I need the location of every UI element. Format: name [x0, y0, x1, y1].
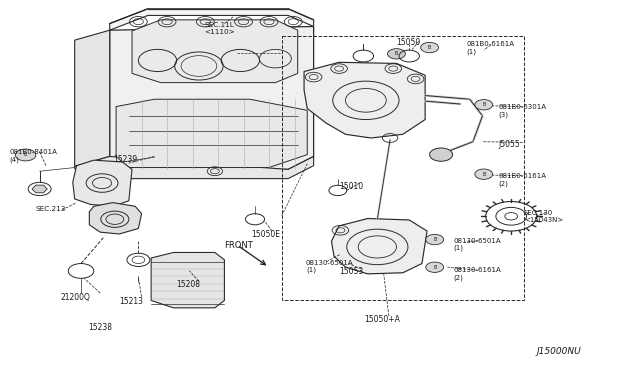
Polygon shape [75, 30, 109, 166]
Polygon shape [132, 20, 298, 83]
Text: 081B0-6301A
(3): 081B0-6301A (3) [499, 104, 547, 118]
Text: 08130-6501A
(1): 08130-6501A (1) [306, 260, 354, 273]
Text: 15238: 15238 [88, 323, 112, 331]
Text: 21200Q: 21200Q [61, 293, 90, 302]
Text: 15208: 15208 [177, 280, 200, 289]
Text: J5055: J5055 [499, 140, 520, 149]
Text: B: B [24, 153, 28, 157]
Text: SEC.213: SEC.213 [35, 206, 65, 212]
Text: 15010: 15010 [339, 182, 364, 191]
Circle shape [475, 169, 493, 179]
Polygon shape [90, 203, 141, 234]
Text: B: B [482, 172, 486, 177]
Text: 08130-6161A
(2): 08130-6161A (2) [454, 267, 502, 281]
Text: B: B [428, 45, 431, 50]
Text: 08130-6501A
(1): 08130-6501A (1) [454, 238, 502, 251]
Text: 081B0-6161A
(2): 081B0-6161A (2) [499, 173, 547, 187]
Text: B: B [395, 51, 398, 56]
Polygon shape [116, 99, 307, 167]
Polygon shape [109, 26, 314, 169]
Polygon shape [75, 157, 314, 179]
Polygon shape [332, 218, 427, 274]
Text: 15053: 15053 [339, 267, 364, 276]
Text: 15050: 15050 [396, 38, 420, 47]
Circle shape [429, 148, 452, 161]
Text: 15050+A: 15050+A [365, 315, 401, 324]
Text: B: B [433, 237, 436, 242]
Polygon shape [32, 185, 47, 193]
Text: B: B [433, 265, 436, 270]
Text: B: B [482, 102, 486, 107]
Circle shape [15, 149, 36, 161]
Text: 15239: 15239 [113, 155, 137, 164]
Polygon shape [73, 160, 132, 206]
Polygon shape [151, 253, 225, 308]
Text: 081B0-8401A
(4): 081B0-8401A (4) [9, 149, 57, 163]
Circle shape [420, 42, 438, 53]
Text: SEC.130
<15043N>: SEC.130 <15043N> [524, 210, 563, 223]
Text: FRONT: FRONT [225, 241, 253, 250]
Polygon shape [304, 62, 425, 138]
Text: 15213: 15213 [119, 297, 143, 306]
Circle shape [426, 234, 444, 245]
Text: SEC.11L
<1110>: SEC.11L <1110> [204, 22, 235, 35]
Polygon shape [109, 9, 314, 30]
Text: J15000NU: J15000NU [537, 347, 581, 356]
Circle shape [388, 49, 405, 59]
Circle shape [475, 100, 493, 110]
Circle shape [426, 262, 444, 272]
Text: 15050E: 15050E [251, 230, 280, 239]
Text: 081B0-6161A
(1): 081B0-6161A (1) [467, 41, 515, 55]
